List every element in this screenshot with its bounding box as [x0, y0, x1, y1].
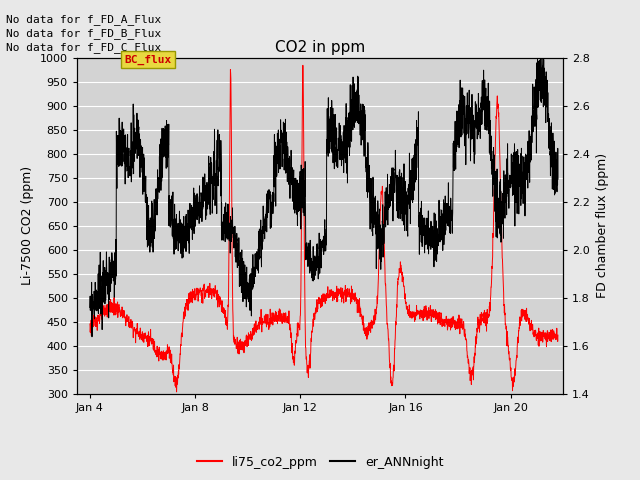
Text: No data for f_FD_B_Flux: No data for f_FD_B_Flux: [6, 28, 162, 39]
Y-axis label: Li-7500 CO2 (ppm): Li-7500 CO2 (ppm): [21, 166, 34, 285]
Text: BC_flux: BC_flux: [125, 54, 172, 65]
Text: No data for f_FD_A_Flux: No data for f_FD_A_Flux: [6, 13, 162, 24]
Legend: li75_co2_ppm, er_ANNnight: li75_co2_ppm, er_ANNnight: [191, 451, 449, 474]
Text: No data for f_FD_C_Flux: No data for f_FD_C_Flux: [6, 42, 162, 53]
Y-axis label: FD chamber flux (ppm): FD chamber flux (ppm): [596, 153, 609, 298]
Title: CO2 in ppm: CO2 in ppm: [275, 40, 365, 55]
